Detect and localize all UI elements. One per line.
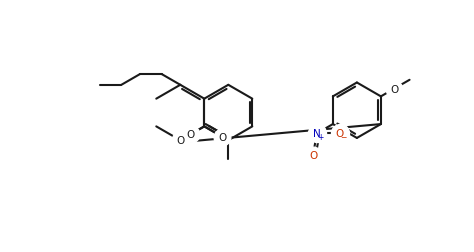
Text: O: O <box>218 132 227 142</box>
Text: N: N <box>313 129 321 139</box>
Text: O: O <box>336 129 344 139</box>
Text: −: − <box>341 132 347 141</box>
Text: O: O <box>187 130 195 140</box>
Text: O: O <box>390 84 398 94</box>
Text: O: O <box>309 150 317 160</box>
Text: +: + <box>318 132 324 141</box>
Text: O: O <box>176 136 184 146</box>
